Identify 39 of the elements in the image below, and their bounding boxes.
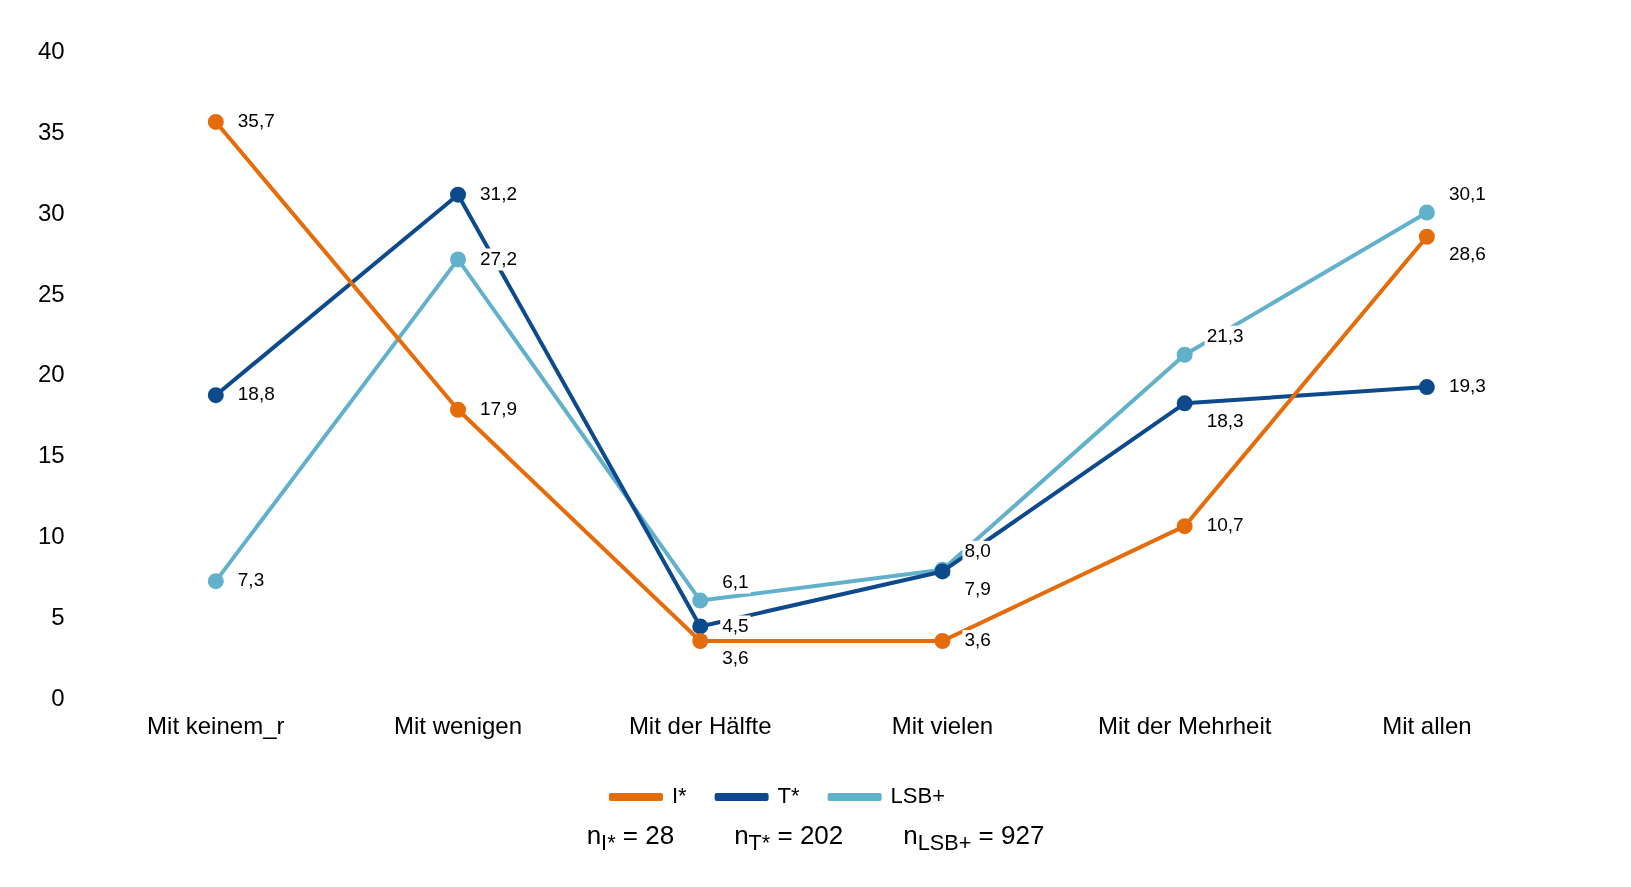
data-label: 7,3 <box>237 569 265 591</box>
text: n$_{T*}$ = 202 <box>734 820 844 857</box>
x-tick-label: Mit der Hälfte <box>628 712 772 740</box>
data-label: 4,5 <box>722 614 749 636</box>
text: n$_{LSB+}$ = 927 <box>903 820 1045 857</box>
data-label: 18,3 <box>1206 409 1244 431</box>
data-label: 3,6 <box>964 629 991 651</box>
x-tick-label: Mit allen <box>1382 712 1472 740</box>
y-tick-label: 35 <box>37 117 65 145</box>
data-label: 35,7 <box>237 110 275 132</box>
data-label: 17,9 <box>480 397 518 419</box>
data-label: 6,1 <box>722 570 749 592</box>
legend-label: LSB+ <box>890 783 946 809</box>
data-label: 21,3 <box>1206 325 1244 347</box>
y-tick-label: 20 <box>37 360 65 388</box>
x-tick-label: Mit der Mehrheit <box>1097 712 1272 740</box>
data-label: 7,9 <box>964 577 991 599</box>
y-tick-label: 5 <box>51 602 65 630</box>
data-label: 27,2 <box>480 247 518 269</box>
data-label: 28,6 <box>1448 242 1486 264</box>
x-tick-label: Mit wenigen <box>393 712 523 740</box>
data-label: 10,7 <box>1206 514 1244 536</box>
data-label: 18,8 <box>237 383 275 405</box>
legend-label: T* <box>777 783 801 809</box>
y-tick-label: 10 <box>37 522 65 550</box>
y-tick-label: 15 <box>37 441 65 469</box>
y-tick-label: 25 <box>37 279 65 307</box>
data-label: 8,0 <box>964 540 991 562</box>
text: n$_{I*}$ = 28 <box>586 820 675 857</box>
y-tick-label: 40 <box>37 37 65 65</box>
data-label: 19,3 <box>1448 375 1486 397</box>
y-tick-label: 30 <box>37 198 65 226</box>
y-tick-label: 0 <box>51 683 65 711</box>
data-label: 31,2 <box>480 182 518 204</box>
x-tick-label: Mit vielen <box>891 712 994 740</box>
legend-label: I* <box>671 783 688 809</box>
data-label: 30,1 <box>1448 182 1486 204</box>
data-label: 3,6 <box>722 647 749 669</box>
x-tick-label: Mit keinem_r <box>147 712 285 740</box>
